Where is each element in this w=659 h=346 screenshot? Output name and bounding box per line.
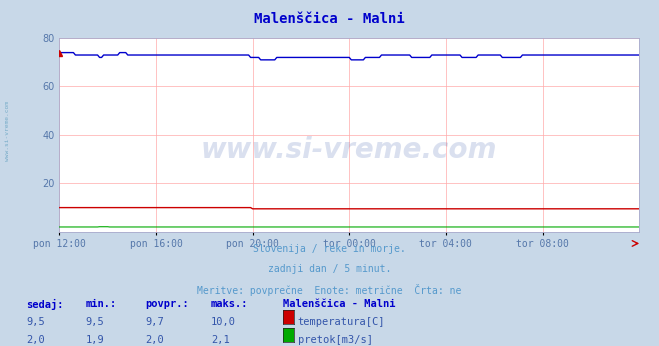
Text: 2,1: 2,1 bbox=[211, 335, 229, 345]
Text: povpr.:: povpr.: bbox=[145, 299, 188, 309]
Text: Malenščica - Malni: Malenščica - Malni bbox=[254, 12, 405, 26]
Text: 10,0: 10,0 bbox=[211, 317, 236, 327]
Text: 9,5: 9,5 bbox=[26, 317, 45, 327]
Text: Slovenija / reke in morje.: Slovenija / reke in morje. bbox=[253, 244, 406, 254]
Text: pretok[m3/s]: pretok[m3/s] bbox=[298, 335, 373, 345]
Text: 2,0: 2,0 bbox=[145, 335, 163, 345]
Text: sedaj:: sedaj: bbox=[26, 299, 64, 310]
Text: 2,0: 2,0 bbox=[26, 335, 45, 345]
Text: Malenščica - Malni: Malenščica - Malni bbox=[283, 299, 396, 309]
Text: 9,7: 9,7 bbox=[145, 317, 163, 327]
Text: www.si-vreme.com: www.si-vreme.com bbox=[5, 101, 11, 162]
Text: 9,5: 9,5 bbox=[86, 317, 104, 327]
Text: min.:: min.: bbox=[86, 299, 117, 309]
Text: 1,9: 1,9 bbox=[86, 335, 104, 345]
Text: zadnji dan / 5 minut.: zadnji dan / 5 minut. bbox=[268, 264, 391, 274]
Text: temperatura[C]: temperatura[C] bbox=[298, 317, 386, 327]
Text: maks.:: maks.: bbox=[211, 299, 248, 309]
Text: www.si-vreme.com: www.si-vreme.com bbox=[201, 136, 498, 164]
Text: Meritve: povprečne  Enote: metrične  Črta: ne: Meritve: povprečne Enote: metrične Črta:… bbox=[197, 284, 462, 296]
